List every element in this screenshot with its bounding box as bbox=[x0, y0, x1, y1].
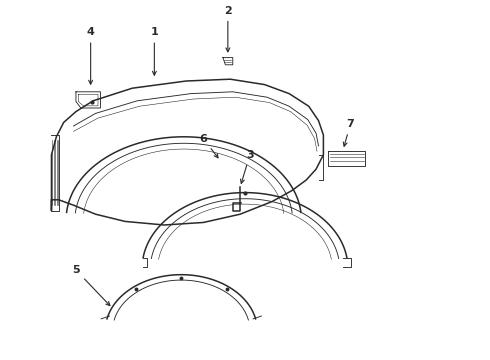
Text: 1: 1 bbox=[150, 27, 158, 75]
Text: 6: 6 bbox=[199, 134, 218, 158]
Text: 7: 7 bbox=[343, 119, 354, 146]
Text: 5: 5 bbox=[72, 265, 110, 306]
Text: 2: 2 bbox=[224, 6, 232, 52]
Text: 4: 4 bbox=[87, 27, 95, 84]
Text: 3: 3 bbox=[241, 150, 254, 183]
